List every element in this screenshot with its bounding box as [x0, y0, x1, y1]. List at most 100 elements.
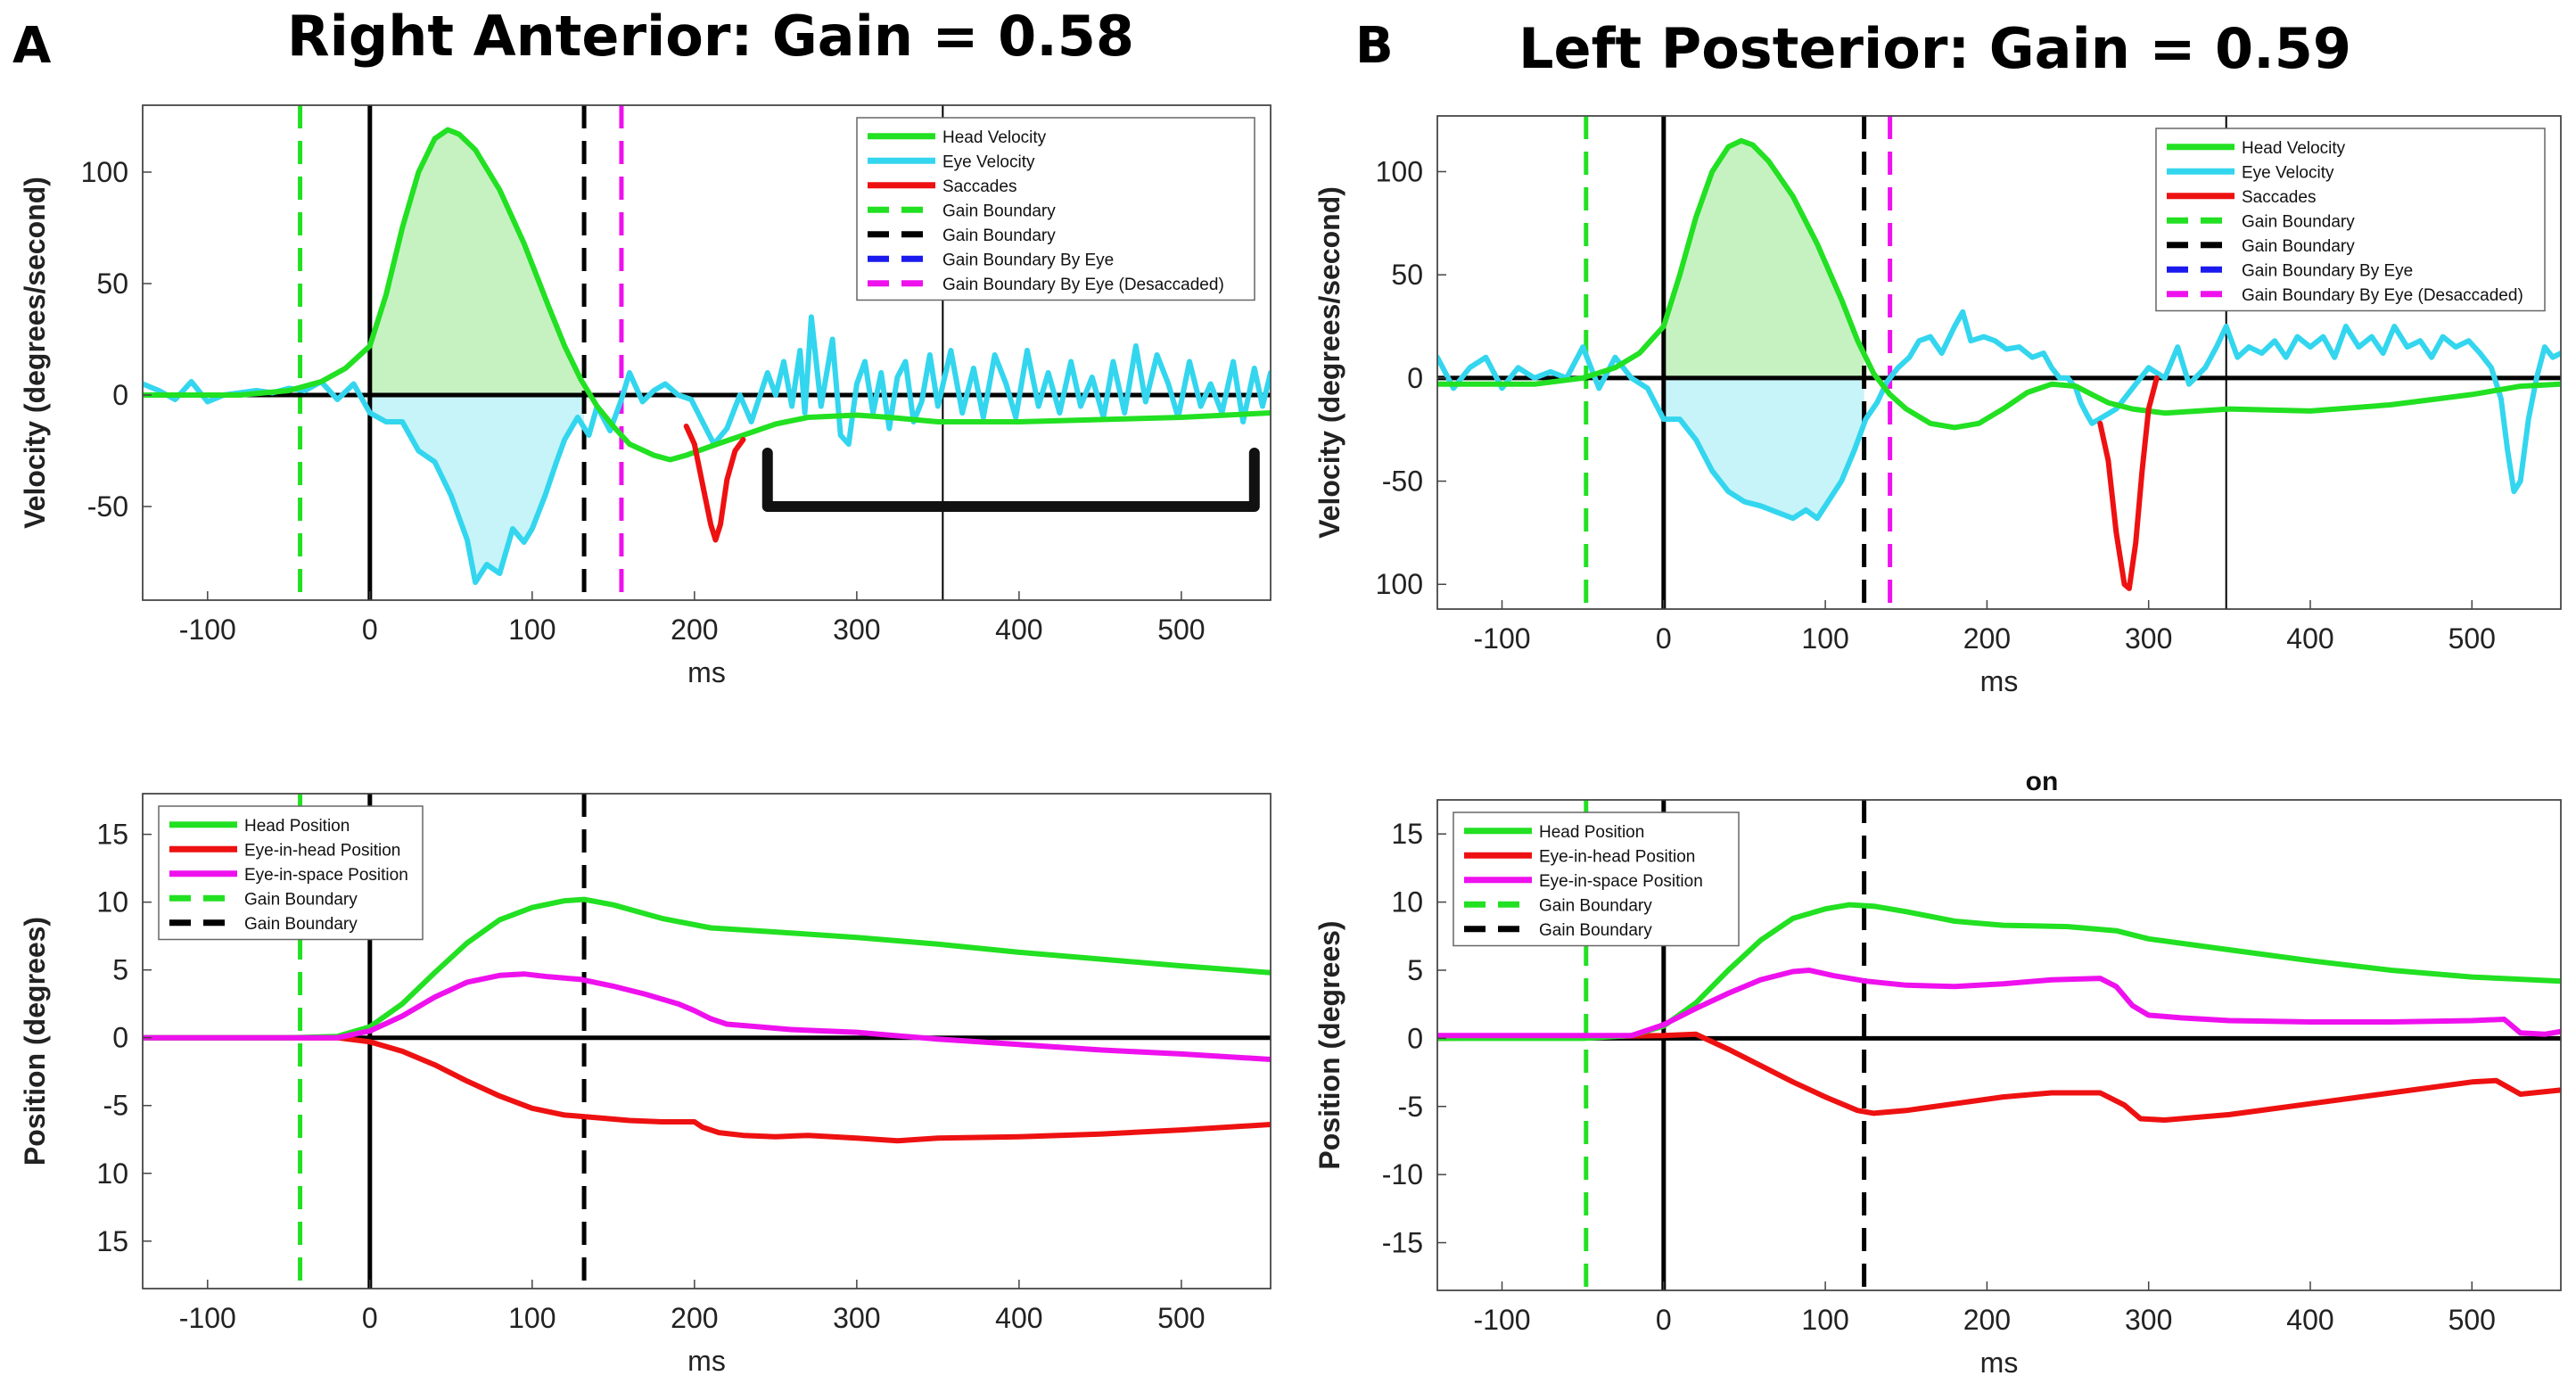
legend-entry-label: Saccades — [2242, 188, 2316, 207]
x-tick-label: 500 — [2448, 622, 2496, 655]
x-tick-label: 300 — [2125, 622, 2172, 655]
y-tick-label: 15 — [96, 1225, 128, 1257]
x-tick-label: 300 — [833, 1302, 880, 1334]
chart-B-position: -100 0 100 200 300 400 500 15 10 5 0 -5 -10 -15 ms Posi… — [1313, 767, 2562, 1379]
legend-entry-label: Eye Velocity — [2242, 163, 2334, 182]
series-line-head-position — [143, 896, 1271, 1041]
legend: Head Velocity Eye Velocity Saccades Gain Bo… — [856, 117, 1255, 301]
legend-entry-label: Eye-in-space Position — [1539, 872, 1703, 891]
legend-entry-label: Gain Boundary — [244, 915, 358, 934]
legend-entry-label: Gain Boundary — [942, 227, 1056, 245]
y-tick-label: 15 — [1391, 818, 1423, 850]
x-tick-label: -100 — [179, 614, 236, 646]
legend-entry-label: Gain Boundary — [2242, 237, 2355, 256]
series-line-eye-in-space-position — [1437, 968, 2561, 1039]
y-tick-label: -5 — [1398, 1091, 1423, 1123]
x-axis-label: ms — [687, 656, 726, 688]
x-tick-label: -100 — [1473, 1304, 1530, 1336]
legend-entry-label: Head Velocity — [2242, 139, 2346, 158]
y-tick-label: 0 — [112, 379, 128, 411]
y-tick-label: 0 — [1407, 1022, 1423, 1054]
legend-entry-label: Saccades — [942, 177, 1016, 196]
x-tick-label: 400 — [2286, 1304, 2333, 1336]
panel-title: Left Posterior: Gain = 0.59 — [1518, 16, 2351, 81]
series-line-saccades — [2097, 375, 2160, 591]
x-tick-label: 200 — [671, 614, 718, 646]
y-axis-label: Position (degrees) — [19, 917, 51, 1166]
area-fill-0 — [369, 129, 585, 395]
x-tick-label: 400 — [995, 1302, 1042, 1334]
plot-frame — [142, 793, 1272, 1289]
y-tick-label: -15 — [1382, 1227, 1423, 1259]
legend-entry-label: Eye Velocity — [942, 152, 1035, 171]
chart-A-position: -100 0 100 200 300 400 500 15 10 5 0 -5 10 15 ms Positi… — [19, 793, 1272, 1377]
x-tick-label: 0 — [1656, 1304, 1672, 1336]
x-axis-label: ms — [1980, 1347, 2019, 1379]
y-tick-label: 0 — [112, 1022, 128, 1054]
series-line-saccades — [683, 424, 746, 543]
x-tick-label: 0 — [362, 1302, 378, 1334]
series-line-eye-in-space-position — [143, 971, 1271, 1062]
x-tick-label: 300 — [2125, 1304, 2172, 1336]
x-tick-label: 100 — [508, 1302, 556, 1334]
plot-frame — [1436, 115, 2562, 610]
x-tick-label: 400 — [995, 614, 1042, 646]
panel-letter: B — [1355, 17, 1394, 75]
bracket-annotation — [761, 448, 1260, 512]
area-fill-1 — [369, 395, 585, 582]
x-tick-label: 200 — [671, 1302, 718, 1334]
y-tick-label: 5 — [1407, 954, 1423, 986]
legend-entry-label: Gain Boundary — [2242, 212, 2355, 231]
legend-entry-label: Eye-in-head Position — [244, 841, 400, 860]
y-tick-label: 15 — [96, 819, 128, 851]
x-tick-label: 200 — [1963, 622, 2011, 655]
plot-content — [1437, 116, 2561, 609]
x-tick-label: 500 — [1157, 614, 1205, 646]
x-tick-label: 0 — [362, 614, 378, 646]
y-tick-label: 100 — [81, 156, 128, 188]
title-fragment: on — [2026, 767, 2059, 796]
y-axis-label: Velocity (degrees/second) — [19, 177, 51, 529]
legend-entry-label: Eye-in-head Position — [1539, 847, 1695, 866]
x-tick-label: -100 — [179, 1302, 236, 1334]
y-tick-label: -50 — [87, 490, 128, 523]
y-tick-label: 10 — [96, 886, 128, 919]
legend-box — [856, 117, 1255, 301]
y-axis-label: Position (degrees) — [1313, 920, 1346, 1169]
legend: Head Velocity Eye Velocity Saccades Gain Bo… — [2155, 128, 2546, 312]
y-tick-label: 100 — [1376, 568, 1423, 600]
panel-letter: A — [12, 17, 52, 75]
plot-content — [143, 105, 1271, 600]
x-tick-label: 100 — [508, 614, 556, 646]
x-tick-label: -100 — [1473, 622, 1530, 655]
chart-root: -100 0 100 200 300 400 500100500-50msVelocity … — [12, 4, 2562, 1379]
chart-B-velocity: -100 0 100 200 300 400 500100500-50100msVeloci… — [1313, 16, 2562, 697]
y-tick-label: 10 — [1391, 886, 1423, 919]
x-axis-label: ms — [1980, 665, 2019, 697]
x-tick-label: 100 — [1801, 1304, 1848, 1336]
legend: Head Position Eye-in-head Position Eye-in-… — [158, 805, 424, 941]
y-tick-label: 100 — [1376, 155, 1423, 187]
x-tick-label: 200 — [1963, 1304, 2011, 1336]
panel-title: Right Anterior: Gain = 0.58 — [287, 4, 1134, 69]
legend-entry-label: Gain Boundary By Eye (Desaccaded) — [942, 276, 1224, 294]
plot-frame — [1436, 799, 2562, 1291]
x-tick-label: 100 — [1801, 622, 1848, 655]
plot-frame — [142, 104, 1272, 601]
x-tick-label: 500 — [1157, 1302, 1205, 1334]
legend-entry-label: Eye-in-space Position — [244, 866, 408, 885]
series-line-head-velocity — [1437, 137, 2561, 431]
legend-entry-label: Gain Boundary — [942, 202, 1056, 220]
x-tick-label: 300 — [833, 614, 880, 646]
area-fill-1 — [1663, 377, 1864, 519]
x-tick-label: 0 — [1656, 622, 1672, 655]
legend-entry-label: Gain Boundary — [244, 890, 358, 909]
y-tick-label: 0 — [1407, 362, 1423, 394]
plot-content — [143, 794, 1271, 1289]
y-tick-label: 10 — [96, 1157, 128, 1190]
legend-entry-label: Gain Boundary By Eye (Desaccaded) — [2242, 286, 2523, 305]
x-axis-label: ms — [687, 1345, 726, 1377]
series-line-eye-in-head-position — [1437, 1031, 2561, 1123]
legend: Head Position Eye-in-head Position Eye-in-… — [1453, 811, 1740, 947]
